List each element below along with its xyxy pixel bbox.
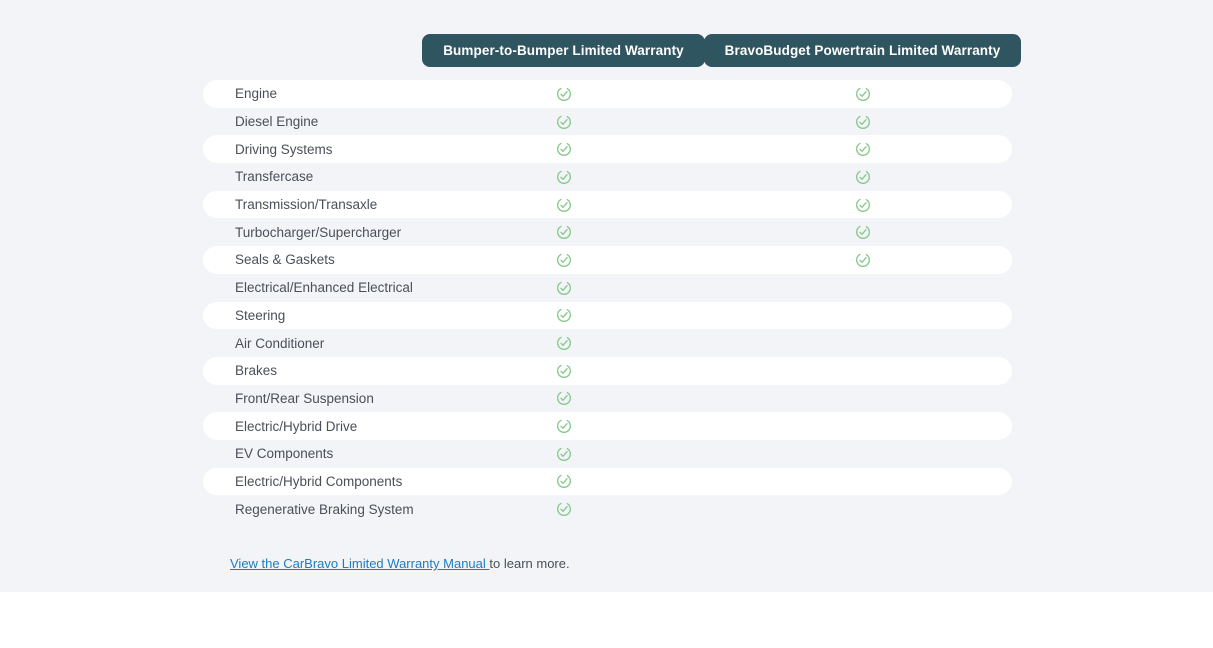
check-circle-icon — [556, 197, 571, 212]
powertrain-cell — [713, 135, 1012, 163]
bumper-cell — [414, 218, 713, 246]
bumper-cell — [414, 108, 713, 136]
check-circle-icon — [556, 114, 571, 129]
table-row: Air Conditioner — [203, 329, 1012, 357]
row-label: Steering — [235, 307, 286, 323]
table-row: Regenerative Braking System — [203, 495, 1012, 523]
table-row: Steering — [203, 301, 1012, 330]
row-label: Transmission/Transaxle — [235, 197, 378, 213]
row-label: Driving Systems — [235, 141, 333, 157]
bumper-cell — [414, 246, 713, 274]
warranty-comparison-table: Bumper-to-Bumper Limited Warranty BravoB… — [203, 34, 1022, 571]
powertrain-cell — [713, 246, 1012, 274]
bumper-cell — [414, 163, 713, 191]
powertrain-cell — [713, 163, 1012, 191]
warranty-manual-link[interactable]: View the CarBravo Limited Warranty Manua… — [230, 556, 490, 571]
row-label: Electric/Hybrid Drive — [235, 418, 358, 434]
footer-note-suffix: to learn more. — [489, 556, 570, 571]
powertrain-cell — [713, 108, 1012, 136]
bumper-cell — [414, 302, 713, 330]
check-circle-icon — [556, 446, 571, 461]
column-header-bumper-to-bumper: Bumper-to-Bumper Limited Warranty — [422, 34, 705, 67]
row-label: Electric/Hybrid Components — [235, 473, 403, 489]
column-header-bravobudget-powertrain: BravoBudget Powertrain Limited Warranty — [703, 34, 1022, 67]
check-circle-icon — [556, 86, 571, 101]
check-circle-icon — [556, 363, 571, 378]
bumper-cell — [414, 412, 713, 440]
check-circle-icon — [855, 114, 870, 129]
bumper-cell — [414, 385, 713, 413]
bumper-cell — [414, 191, 713, 219]
table-row: Seals & Gaskets — [203, 246, 1012, 274]
check-circle-icon — [556, 391, 571, 406]
check-circle-icon — [556, 502, 571, 517]
bumper-cell — [414, 495, 713, 523]
check-circle-icon — [855, 252, 870, 267]
row-label: Transfercase — [235, 169, 314, 185]
row-label: Engine — [235, 86, 278, 102]
check-circle-icon — [855, 86, 870, 101]
table-header-row: Bumper-to-Bumper Limited Warranty BravoB… — [203, 34, 1022, 67]
bumper-cell — [414, 274, 713, 302]
powertrain-cell — [713, 302, 1012, 330]
table-row: Front/Rear Suspension — [203, 385, 1012, 413]
warranty-comparison-section: Bumper-to-Bumper Limited Warranty BravoB… — [0, 0, 1213, 592]
check-circle-icon — [855, 225, 870, 240]
row-label: Diesel Engine — [235, 114, 319, 130]
check-circle-icon — [556, 419, 571, 434]
powertrain-cell — [713, 80, 1012, 108]
check-circle-icon — [556, 169, 571, 184]
powertrain-cell — [713, 385, 1012, 413]
powertrain-cell — [713, 495, 1012, 523]
bumper-cell — [414, 440, 713, 468]
powertrain-cell — [713, 274, 1012, 302]
row-label: Seals & Gaskets — [235, 252, 335, 268]
table-row: Electrical/Enhanced Electrical — [203, 274, 1012, 302]
bumper-cell — [414, 357, 713, 385]
check-circle-icon — [855, 197, 870, 212]
check-circle-icon — [556, 474, 571, 489]
powertrain-cell — [713, 468, 1012, 496]
table-row: Transfercase — [203, 163, 1012, 191]
bumper-cell — [414, 135, 713, 163]
row-label: Air Conditioner — [235, 335, 325, 351]
powertrain-cell — [713, 412, 1012, 440]
check-circle-icon — [556, 336, 571, 351]
row-label: Electrical/Enhanced Electrical — [235, 280, 413, 296]
table-row: Transmission/Transaxle — [203, 190, 1012, 219]
table-row: Electric/Hybrid Drive — [203, 412, 1012, 440]
check-circle-icon — [556, 225, 571, 240]
bumper-cell — [414, 468, 713, 496]
powertrain-cell — [713, 329, 1012, 357]
bumper-cell — [414, 80, 713, 108]
check-circle-icon — [556, 252, 571, 267]
check-circle-icon — [556, 142, 571, 157]
table-row: Engine — [203, 80, 1012, 108]
table-row: Diesel Engine — [203, 108, 1012, 136]
check-circle-icon — [855, 169, 870, 184]
check-circle-icon — [556, 308, 571, 323]
table-row: EV Components — [203, 440, 1012, 468]
table-row: Brakes — [203, 356, 1012, 385]
powertrain-cell — [713, 357, 1012, 385]
table-row: Electric/Hybrid Components — [203, 467, 1012, 496]
row-label: Front/Rear Suspension — [235, 390, 374, 406]
warranty-table-body: Engine Diesel Engine — [203, 80, 1012, 523]
table-row: Driving Systems — [203, 135, 1012, 164]
table-row: Turbocharger/Supercharger — [203, 218, 1012, 246]
powertrain-cell — [713, 440, 1012, 468]
row-label: Regenerative Braking System — [235, 501, 414, 517]
row-label: Brakes — [235, 363, 278, 379]
footer-note: View the CarBravo Limited Warranty Manua… — [230, 556, 1012, 571]
bumper-cell — [414, 329, 713, 357]
check-circle-icon — [556, 280, 571, 295]
row-label: EV Components — [235, 446, 334, 462]
powertrain-cell — [713, 191, 1012, 219]
row-label: Turbocharger/Supercharger — [235, 224, 402, 240]
check-circle-icon — [855, 142, 870, 157]
powertrain-cell — [713, 218, 1012, 246]
